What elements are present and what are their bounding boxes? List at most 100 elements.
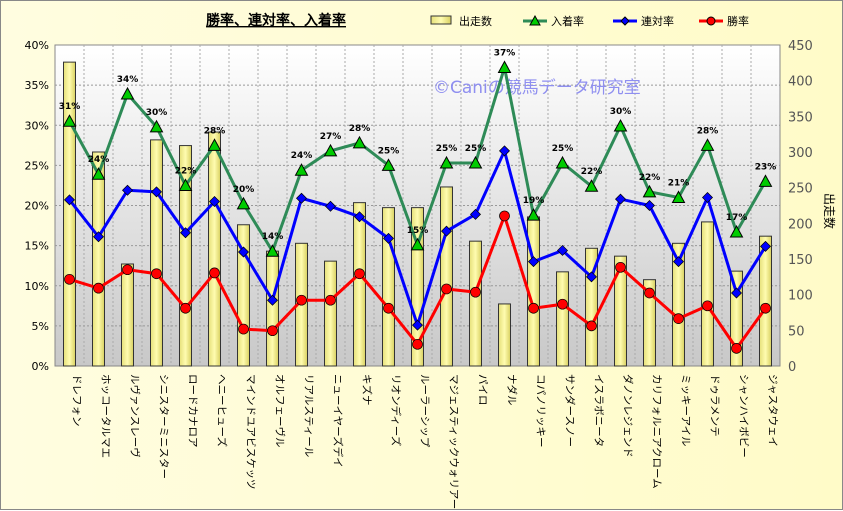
marker-勝率 xyxy=(499,210,510,222)
data-label: 21% xyxy=(668,178,690,188)
marker-勝率 xyxy=(122,264,133,276)
data-label: 34% xyxy=(117,75,139,85)
marker-連対率 xyxy=(122,184,133,196)
bar-出走数 xyxy=(324,260,337,367)
marker-入着率 xyxy=(700,138,715,151)
x-tick-label: サンダースノー xyxy=(564,374,577,447)
marker-勝率 xyxy=(586,320,597,332)
marker-連対率 xyxy=(557,244,568,256)
marker-連対率 xyxy=(586,271,597,283)
marker-連対率 xyxy=(93,231,104,243)
bar-出走数 xyxy=(614,255,627,367)
x-tick-label: シャンハイボビー xyxy=(738,374,750,458)
data-label: 24% xyxy=(291,151,313,161)
marker-入着率 xyxy=(62,114,77,127)
x-tick-label: リオンディーズ xyxy=(390,374,403,446)
marker-連対率 xyxy=(325,200,336,212)
marker-入着率 xyxy=(729,224,744,238)
left-tick-label: 35% xyxy=(25,79,49,92)
legend-label: 出走数 xyxy=(459,14,492,28)
marker-勝率 xyxy=(296,294,307,306)
bar-出走数 xyxy=(382,207,395,367)
x-tick-label: パイロ xyxy=(477,374,489,406)
marker-連対率 xyxy=(441,225,452,237)
bar-出走数 xyxy=(556,271,569,367)
marker-入着率 xyxy=(91,167,106,180)
x-tick-label: カリフォルニアクローム xyxy=(651,374,663,489)
marker-連対率 xyxy=(412,319,423,331)
data-label: 19% xyxy=(523,196,545,206)
data-label: 28% xyxy=(204,126,226,136)
marker-連対率 xyxy=(180,227,191,239)
data-label: 17% xyxy=(726,213,748,223)
marker-入着率 xyxy=(758,174,773,187)
marker-入着率 xyxy=(294,163,309,176)
marker-連対率 xyxy=(267,294,278,306)
right-tick-label: 200 xyxy=(788,217,813,232)
legend-label: 連対率 xyxy=(641,14,674,28)
left-tick-label: 30% xyxy=(25,119,49,132)
x-tick-label: ロードカナロア xyxy=(187,374,199,448)
marker-入着率 xyxy=(439,155,454,169)
marker-連対率 xyxy=(673,256,684,268)
marker-勝率 xyxy=(731,342,742,354)
bar-出走数 xyxy=(469,240,482,367)
marker-連対率 xyxy=(238,246,249,258)
marker-勝率 xyxy=(325,294,336,306)
marker-勝率 xyxy=(702,300,713,312)
right-tick-label: 400 xyxy=(788,75,813,90)
marker-勝率 xyxy=(441,283,452,295)
x-tick-label: マインドユアビスケッツ xyxy=(245,374,257,490)
left-tick-label: 25% xyxy=(25,159,49,172)
x-tick-label: ホッコータルマエ xyxy=(100,374,112,458)
right-tick-label: 450 xyxy=(788,39,813,54)
bar-出走数 xyxy=(672,242,685,367)
x-tick-label: ジャスタウェイ xyxy=(767,374,779,447)
marker-連対率 xyxy=(151,186,162,198)
data-label: 22% xyxy=(639,173,661,183)
data-label: 15% xyxy=(407,226,429,236)
watermark: ©Caniの競馬データ研究室 xyxy=(433,77,641,98)
left-tick-label: 15% xyxy=(25,240,49,253)
data-label: 28% xyxy=(349,124,371,134)
left-tick-label: 5% xyxy=(32,320,49,333)
marker-連対率 xyxy=(64,194,75,206)
marker-勝率 xyxy=(383,302,394,314)
marker-連対率 xyxy=(615,193,626,205)
marker-連対率 xyxy=(702,191,713,203)
marker-入着率 xyxy=(526,208,541,221)
legend-label: 入着率 xyxy=(551,14,584,28)
marker-勝率 xyxy=(615,261,626,273)
bar-出走数 xyxy=(208,131,221,367)
marker-勝率 xyxy=(180,302,191,314)
data-label: 25% xyxy=(552,144,574,154)
marker-入着率 xyxy=(410,237,425,251)
marker-入着率 xyxy=(120,86,135,100)
data-label: 27% xyxy=(320,132,342,142)
x-tick-label: ドゥラメンテ xyxy=(709,374,721,437)
marker-勝率 xyxy=(267,325,278,337)
legend: 出走数 入着率 連対率 勝率 xyxy=(430,14,749,28)
data-label: 22% xyxy=(581,167,603,177)
marker-連対率 xyxy=(354,211,365,223)
bar-出走数 xyxy=(121,263,134,367)
right-tick-label: 0 xyxy=(788,360,796,375)
x-tick-label: リアルスティール xyxy=(303,374,315,457)
right-tick-label: 150 xyxy=(788,253,813,268)
marker-連対率 xyxy=(383,232,394,244)
x-tick-label: コパノリッキー xyxy=(535,374,547,448)
marker-勝率 xyxy=(528,302,539,314)
data-label: 30% xyxy=(146,108,168,118)
marker-連対率 xyxy=(470,208,481,220)
marker-勝率 xyxy=(354,268,365,280)
data-label: 22% xyxy=(175,166,197,176)
data-label: 23% xyxy=(755,162,777,172)
marker-連対率 xyxy=(296,192,307,204)
x-tick-label: ミッキーアイル xyxy=(680,374,692,447)
x-tick-label: マジェスティックウォリアー xyxy=(448,374,460,509)
marker-勝率 xyxy=(470,286,481,298)
legend-swatch xyxy=(430,15,452,25)
marker-勝率 xyxy=(93,282,104,294)
